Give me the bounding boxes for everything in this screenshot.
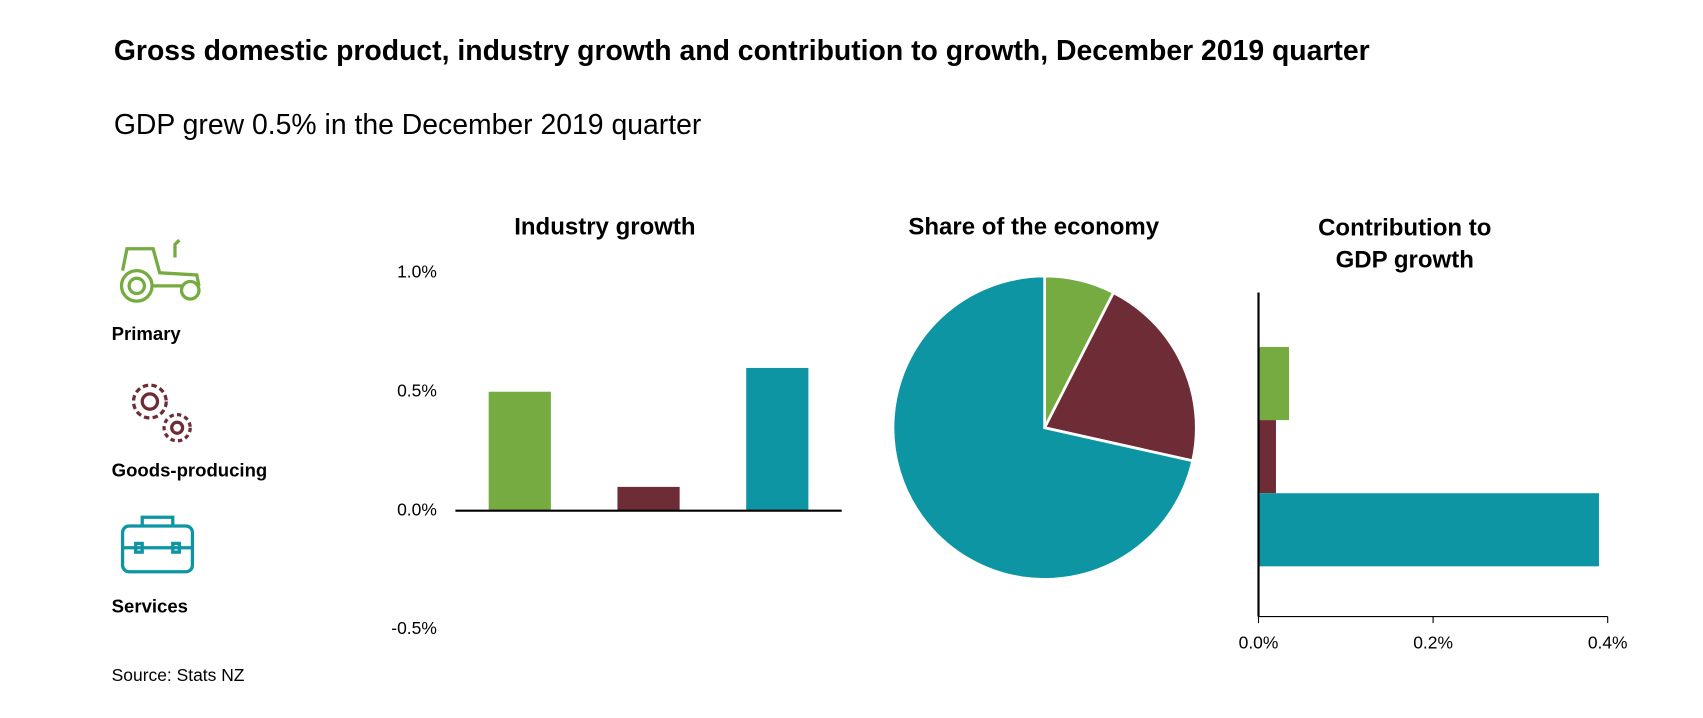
- legend-label: Primary: [112, 323, 182, 344]
- subtitle: GDP grew 0.5% in the December 2019 quart…: [114, 109, 701, 141]
- x-tick-label: 0.0%: [1239, 632, 1279, 652]
- goods-icon: [131, 383, 192, 443]
- bar: [1258, 493, 1599, 567]
- y-tick-label: 1.0%: [397, 261, 437, 281]
- chart-title: Contribution to GDP growth: [1318, 213, 1492, 273]
- chart-title: Share of the economy: [908, 213, 1159, 240]
- page-title: Gross domestic product, industry growth …: [114, 35, 1370, 67]
- chart-title-box: Contribution to GDP growth: [1318, 213, 1492, 273]
- pie-slice: [891, 274, 1195, 581]
- source: Source: Stats NZ: [112, 665, 245, 685]
- y-tick-label: -0.5%: [391, 618, 437, 638]
- bar: [746, 367, 809, 511]
- pie-slice: [1042, 290, 1198, 463]
- legend-label: Services: [112, 596, 188, 617]
- x-tick-label: 0.4%: [1588, 632, 1628, 652]
- bar: [1258, 420, 1276, 494]
- chart-title: Industry growth: [514, 213, 695, 240]
- y-tick-label: 0.5%: [397, 380, 437, 400]
- bar: [488, 391, 551, 511]
- y-tick-label: 0.0%: [397, 499, 437, 519]
- services-icon: [120, 515, 195, 574]
- bar: [617, 486, 680, 511]
- bar: [1258, 346, 1290, 421]
- primary-icon: [119, 238, 201, 303]
- x-tick-label: 0.2%: [1413, 632, 1453, 652]
- legend-label: Goods-producing: [112, 459, 268, 480]
